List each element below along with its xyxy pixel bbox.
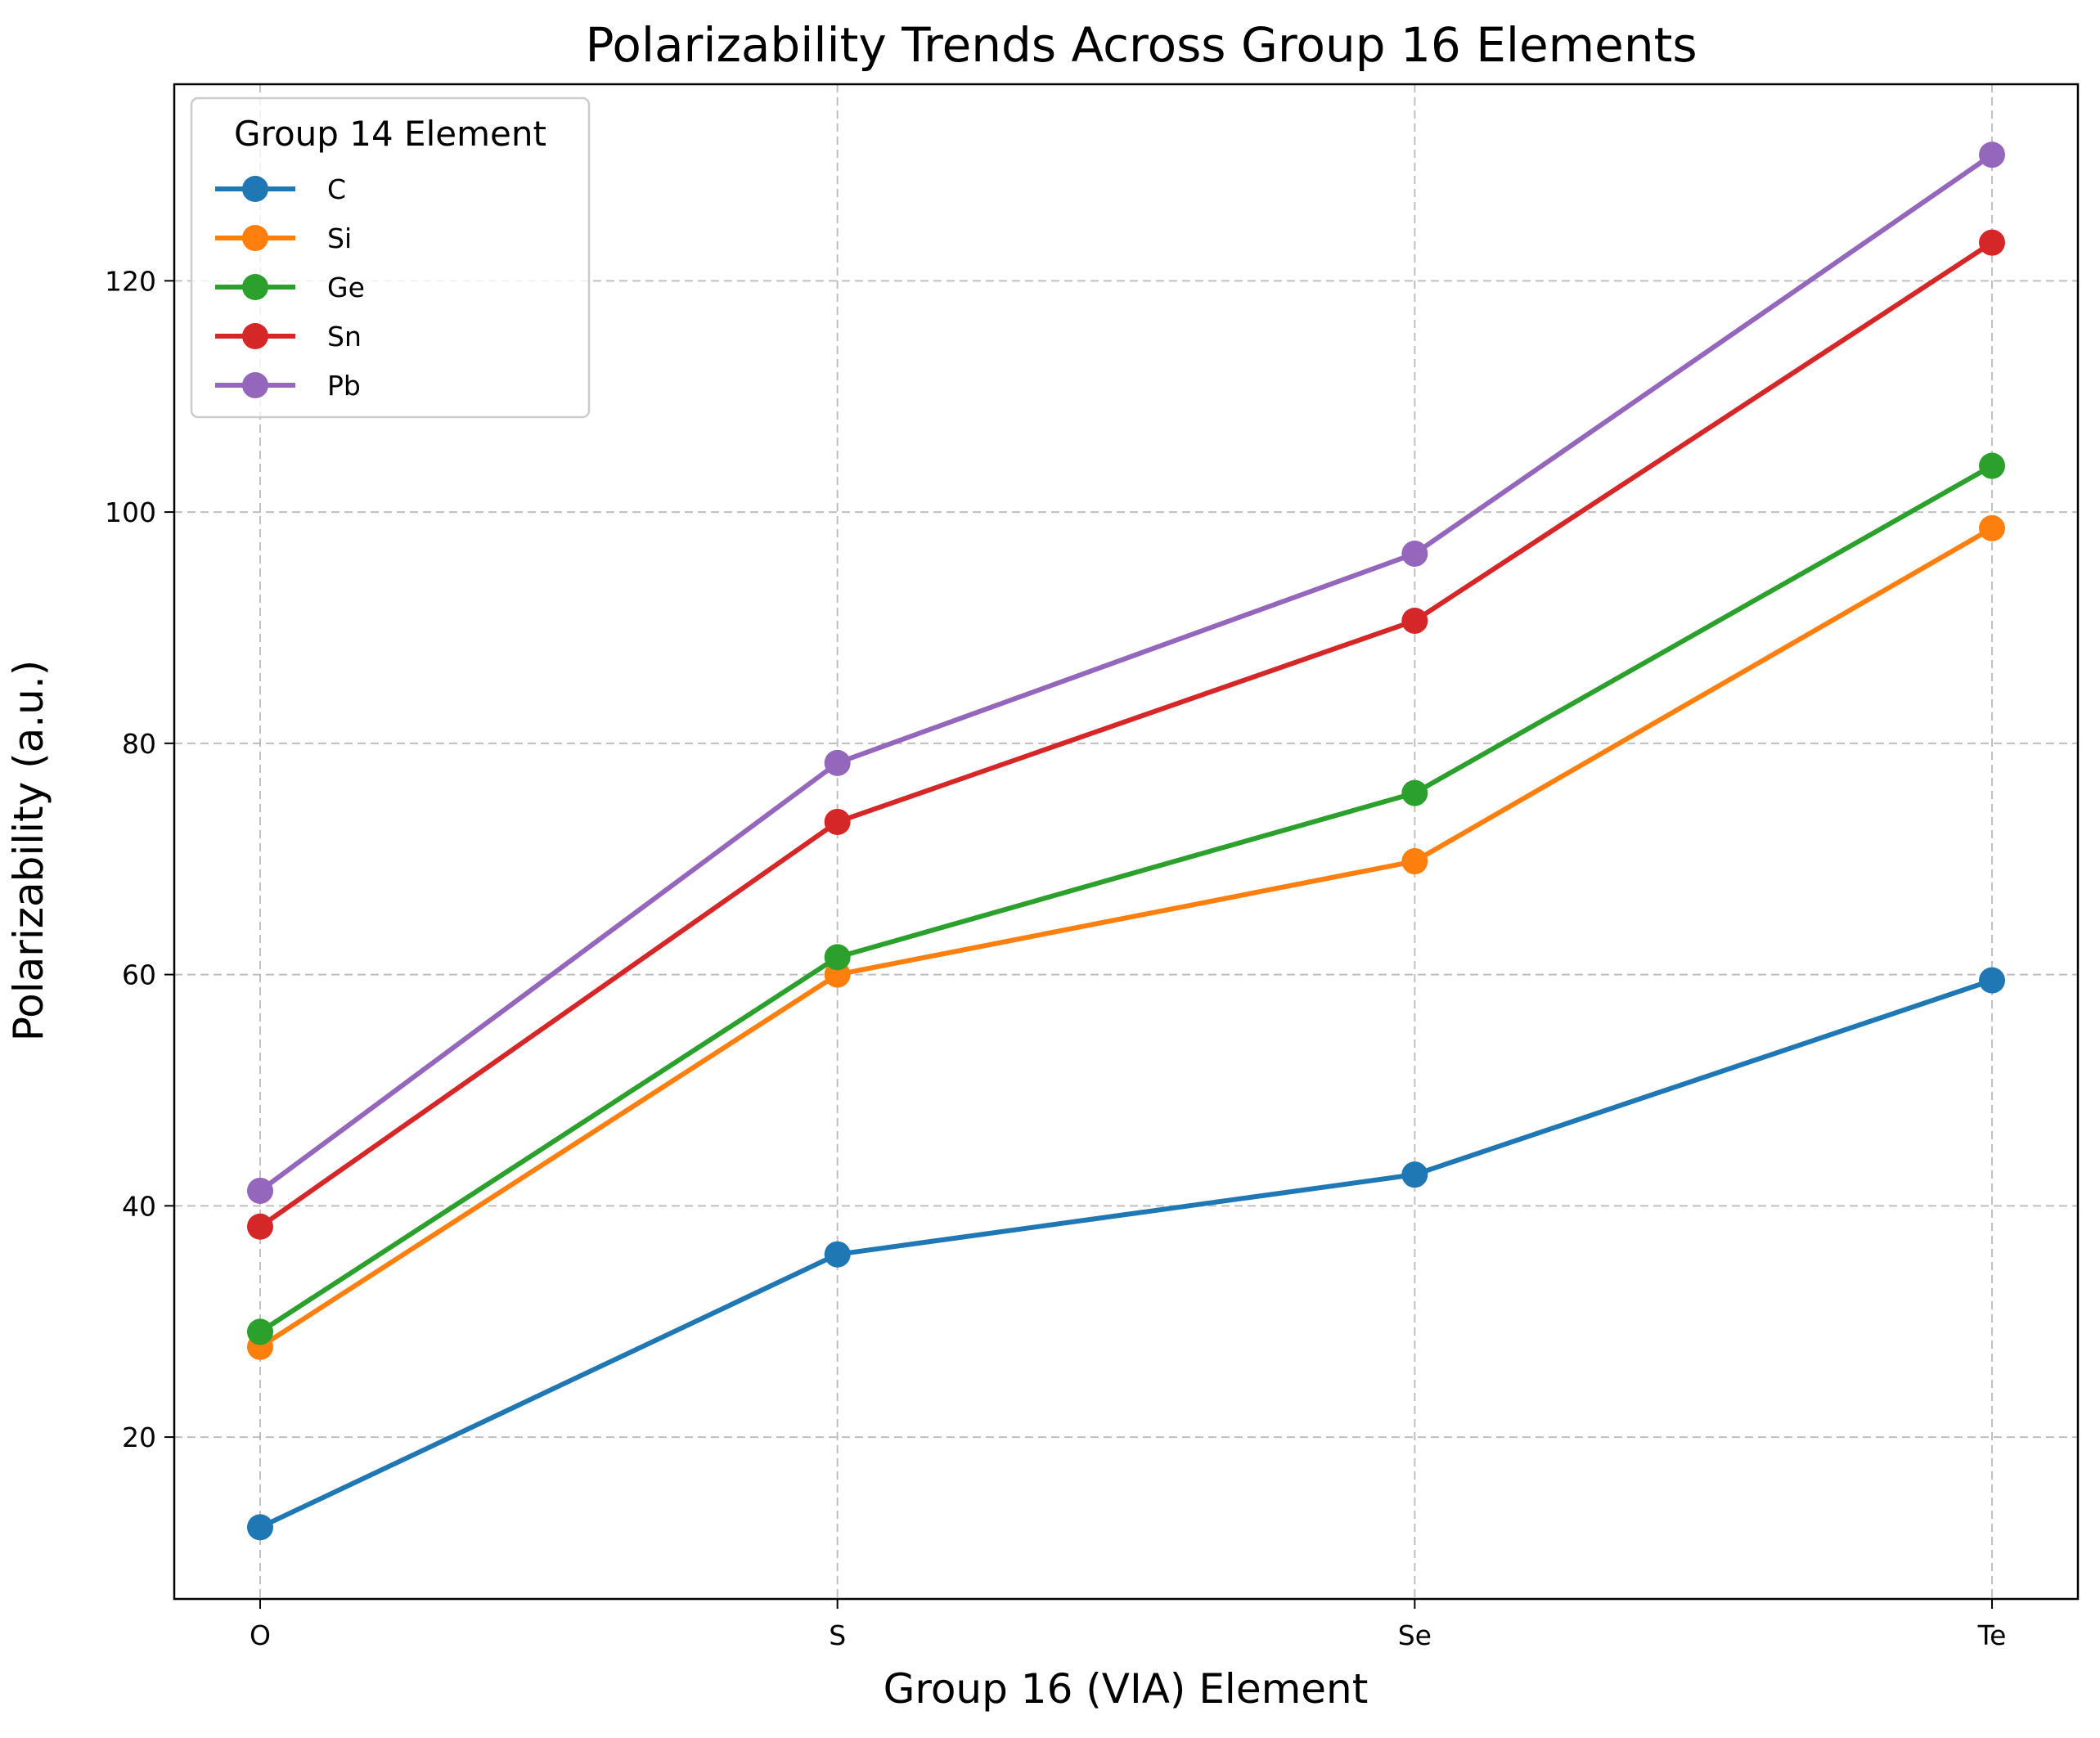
data-point-sn [1979,229,2005,256]
y-tick-label: 100 [105,496,156,528]
data-point-sn [247,1213,273,1240]
y-axis: 20 40 60 80 100 120 [105,265,174,1453]
legend-item-si: Si [215,222,352,254]
legend-item-c: C [215,173,346,205]
data-point-ge [247,1318,273,1345]
data-point-c [824,1241,851,1268]
legend-title: Group 14 Element [234,114,546,154]
legend-item-ge: Ge [215,272,365,303]
legend-label: Ge [327,272,365,303]
legend-label: Si [327,222,352,254]
data-point-pb [1401,540,1428,567]
data-point-c [1401,1161,1428,1188]
legend-swatch-marker [242,274,268,300]
data-point-pb [1979,141,2005,168]
series-line-c [258,977,1994,1530]
y-tick-label: 20 [122,1421,156,1453]
y-tick-label: 120 [105,265,156,297]
data-point-c [1979,967,2005,994]
y-tick-label: 80 [122,728,156,760]
legend-label: Sn [327,321,362,353]
legend-swatch-marker [242,323,268,349]
series-ge [247,452,2005,1345]
legend-swatch-marker [242,372,268,398]
y-tick-label: 60 [122,959,156,991]
legend-swatch-marker [242,225,268,251]
x-tick-label: O [250,1619,271,1651]
series-pb [247,141,2005,1204]
data-point-sn [1401,607,1428,634]
legend-items: C Si Ge Sn Pb [215,173,365,402]
x-tick-label: Se [1398,1619,1432,1651]
legend-item-sn: Sn [215,321,362,353]
legend-label: Pb [327,370,361,402]
data-point-ge [1401,779,1428,806]
plot-frame [173,83,2080,1601]
legend-item-pb: Pb [215,370,361,402]
data-point-pb [247,1177,273,1204]
data-point-si [1401,848,1428,875]
legend-label: C [327,173,346,205]
data-point-pb [824,749,851,776]
data-point-sn [824,808,851,835]
series-line-ge [258,463,1994,1335]
x-axis: O S Se Te [250,1599,2006,1651]
legend-swatch-marker [242,176,268,202]
data-point-ge [824,944,851,971]
series-group [247,141,2005,1541]
series-si [247,514,2005,1360]
legend: Group 14 Element C Si Ge Sn Pb [190,97,591,419]
series-line-pb [258,152,1994,1193]
x-axis-title: Group 16 (VIA) Element [884,1665,1369,1713]
chart-title: Polarizability Trends Across Group 16 El… [585,17,1697,73]
y-axis-title: Polarizability (a.u.) [5,660,52,1041]
data-point-si [1979,514,2005,541]
data-point-ge [1979,452,2005,479]
series-c [247,967,2005,1541]
series-line-sn [258,240,1994,1229]
y-tick-label: 40 [122,1190,156,1222]
data-point-c [247,1514,273,1541]
series-line-si [258,525,1994,1350]
x-tick-label: Te [1977,1619,2007,1651]
x-tick-label: S [829,1619,846,1651]
series-sn [247,229,2005,1240]
